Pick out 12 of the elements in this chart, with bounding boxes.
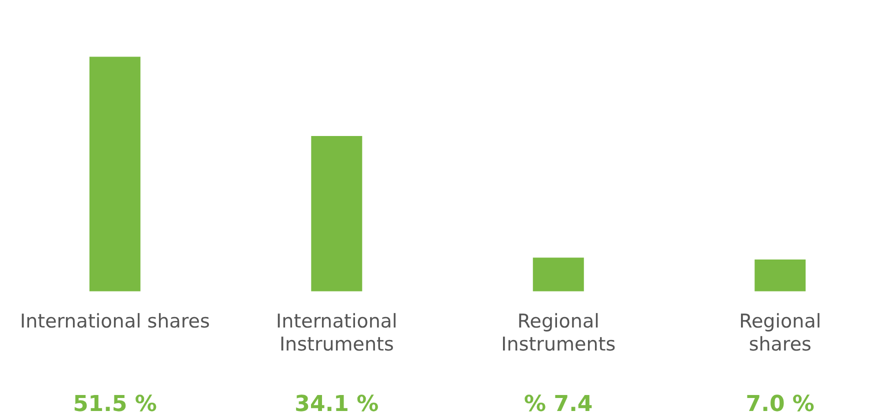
bar xyxy=(532,258,584,292)
x-tick-label: International Instruments xyxy=(276,310,398,356)
data-label: 7.0 % xyxy=(746,392,814,415)
bar xyxy=(754,260,806,292)
x-tick-label: International shares xyxy=(20,310,210,333)
x-tick-label: Regional Instruments xyxy=(501,310,616,356)
x-tick-label: Regional shares xyxy=(739,310,822,356)
data-label: % 7.4 xyxy=(524,392,593,415)
bar xyxy=(89,56,140,292)
bar xyxy=(311,136,362,292)
data-label: 34.1 % xyxy=(294,392,379,415)
data-label: 51.5 % xyxy=(72,392,157,415)
